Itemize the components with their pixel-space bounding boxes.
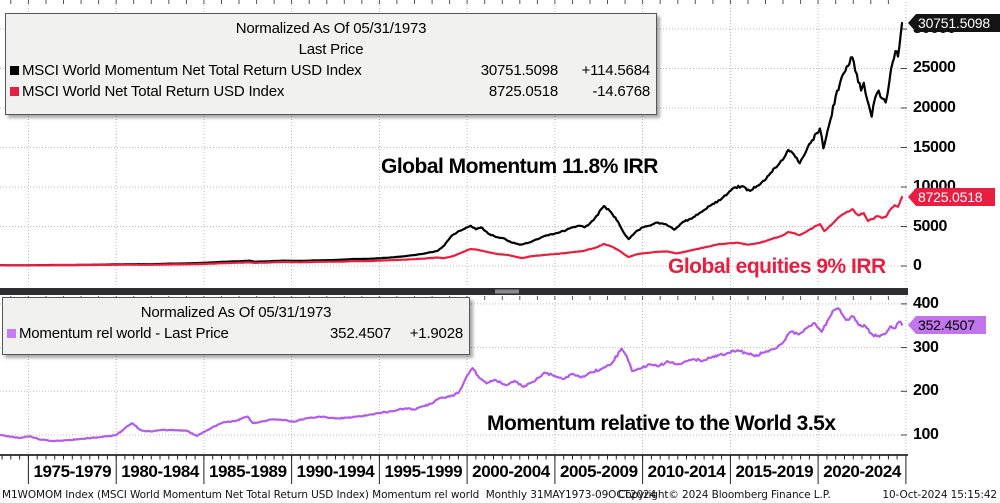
- momentum-rel-world-line: [0, 307, 904, 443]
- last-price-tag-world: 8725.0518: [908, 188, 995, 206]
- legend-row-ratio: Momentum rel world - Last Price 352.4507…: [3, 323, 469, 344]
- bottom-panel-legend[interactable]: Normalized As Of 05/31/1973 Momentum rel…: [2, 297, 470, 355]
- momentum-change-value: +114.5684: [581, 62, 651, 79]
- ratio-series-name: Momentum rel world - Last Price: [19, 325, 229, 342]
- world-last-value: 8725.0518: [488, 83, 558, 100]
- x-axis-label: 1980-1984: [121, 462, 199, 481]
- footer-datetime: 10-Oct-2024 15:15:42: [882, 489, 997, 501]
- panel-divider[interactable]: [0, 288, 908, 295]
- footer-copyright: Copyright© 2024 Bloomberg Finance L.P.: [618, 489, 831, 501]
- y-axis-label-bottom: 100: [913, 426, 939, 443]
- x-axis-label: 2010-2014: [647, 462, 726, 481]
- world-change-value: -14.6768: [592, 83, 650, 100]
- momentum-swatch-icon: [10, 66, 19, 75]
- annotation-momentum-relative: Momentum relative to the World 3.5x: [487, 412, 836, 435]
- world-index-line: [0, 196, 904, 267]
- y-axis-label-bottom: 200: [913, 382, 939, 399]
- ratio-swatch-icon: [7, 329, 16, 338]
- x-axis-label: 1985-1989: [208, 462, 287, 481]
- footer-security-info: M1WOMOM Index (MSCI World Momentum Net T…: [2, 489, 657, 501]
- annotation-global-momentum-irr: Global Momentum 11.8% IRR: [381, 155, 658, 178]
- last-price-tag-momentum: 30751.5098: [908, 14, 1000, 32]
- y-axis-label-top: 0: [913, 257, 922, 274]
- x-axis-label: 2005-2009: [559, 462, 638, 481]
- x-axis-label: 2020-2024: [823, 462, 901, 481]
- x-axis-label: 2000-2004: [472, 462, 550, 481]
- y-axis-label-top: 25000: [913, 59, 956, 76]
- x-axis-label: 1975-1979: [33, 462, 112, 481]
- y-axis-label-bottom: 400: [913, 295, 939, 312]
- x-axis-label: 1990-1994: [296, 462, 375, 481]
- y-axis-label-top: 5000: [913, 218, 947, 235]
- legend-row-world: MSCI World Net Total Return USD Index 87…: [6, 81, 656, 102]
- world-series-name: MSCI World Net Total Return USD Index: [22, 83, 285, 100]
- panel-divider-grip-icon[interactable]: [495, 289, 519, 294]
- annotation-global-equities-irr: Global equities 9% IRR: [668, 255, 886, 278]
- y-axis-label-bottom: 300: [913, 339, 939, 356]
- legend-row-momentum: MSCI World Momentum Net Total Return USD…: [6, 60, 656, 81]
- last-price-tag-ratio: 352.4507: [908, 316, 986, 334]
- ratio-last-value: 352.4507: [330, 325, 391, 342]
- x-axis-label: 2015-2019: [735, 462, 814, 481]
- normalized-as-of-label-2: Normalized As Of 05/31/1973: [140, 304, 332, 321]
- normalized-as-of-label: Normalized As Of 05/31/1973: [235, 20, 427, 37]
- x-axis-label: 1995-1999: [384, 462, 463, 481]
- y-axis-label-top: 20000: [913, 99, 956, 116]
- momentum-last-value: 30751.5098: [480, 62, 558, 79]
- momentum-series-name: MSCI World Momentum Net Total Return USD…: [22, 62, 362, 79]
- world-swatch-icon: [10, 87, 19, 96]
- y-axis-label-top: 15000: [913, 139, 956, 156]
- top-panel-legend[interactable]: Normalized As Of 05/31/1973 Last Price M…: [5, 13, 657, 115]
- last-price-label: Last Price: [298, 41, 364, 58]
- ratio-change-value: +1.9028: [409, 325, 463, 342]
